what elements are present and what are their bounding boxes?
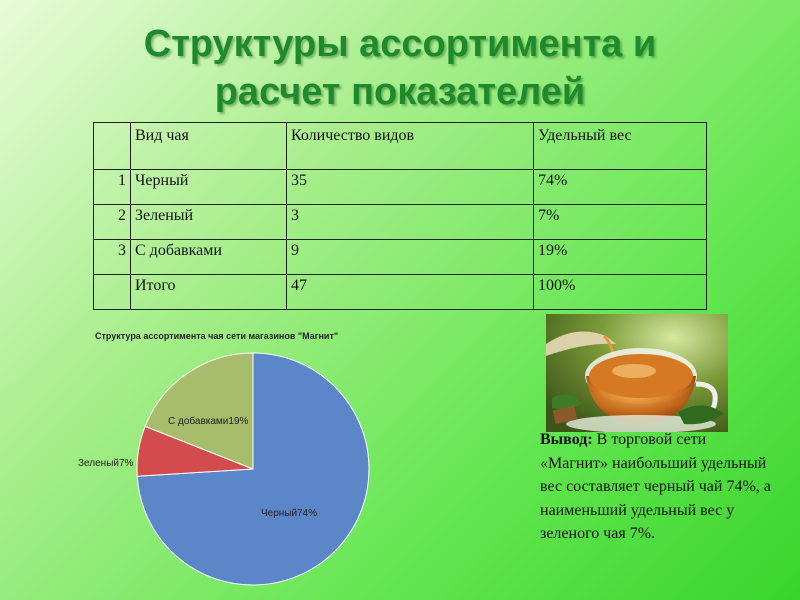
pie-slices xyxy=(136,352,370,586)
tea-type-cell: Зеленый xyxy=(130,204,287,240)
header-cell-number xyxy=(93,122,131,170)
tea-cup-image xyxy=(546,314,728,432)
table-header-row: Вид чая Количество видов Удельный вес xyxy=(93,122,707,170)
slide-title-line-1: Структуры ассортимента и xyxy=(143,23,657,65)
pie-slice-label: Зеленый7% xyxy=(78,458,134,469)
share-cell: 7% xyxy=(533,204,707,240)
header-cell-count: Количество видов xyxy=(286,122,534,170)
pie-slice-label: С добавками19% xyxy=(168,415,249,427)
share-cell: 74% xyxy=(533,169,707,205)
slide-title-line-2: расчет показателей xyxy=(214,71,586,113)
share-cell: 19% xyxy=(533,239,707,275)
tea-cup-photo xyxy=(546,314,728,432)
count-cell: 47 xyxy=(286,274,534,310)
pie-slice-label: Черный74% xyxy=(261,508,317,519)
conclusion-text: Вывод: В торговой сети «Магнит» наибольш… xyxy=(540,428,775,546)
count-cell: 3 xyxy=(286,204,534,240)
conclusion-body: В торговой сети «Магнит» наибольший удел… xyxy=(540,431,771,542)
row-number: 2 xyxy=(93,204,131,240)
tea-type-cell: С добавками xyxy=(130,239,287,275)
chart-title: Структура ассортимента чая сети магазино… xyxy=(95,331,338,341)
conclusion-lead: Вывод: xyxy=(540,431,593,448)
table-row: 2 Зеленый 3 7% xyxy=(93,204,707,240)
count-cell: 9 xyxy=(286,239,534,275)
pie-slice-labels: Черный74% Зеленый7% С добавками19% xyxy=(78,415,317,519)
assortment-pie-chart: Структура ассортимента чая сети магазино… xyxy=(78,331,370,586)
row-number: 1 xyxy=(93,169,131,205)
pie-slice-3 xyxy=(144,352,254,470)
row-number xyxy=(93,274,131,310)
header-cell-share: Удельный вес xyxy=(533,122,707,170)
assortment-table: Вид чая Количество видов Удельный вес 1 … xyxy=(93,122,707,310)
share-cell: 100% xyxy=(533,274,707,310)
row-number: 3 xyxy=(93,239,131,275)
slide-title: Структуры ассортимента и расчет показате… xyxy=(0,20,800,116)
table-row: 3 С добавками 9 19% xyxy=(93,239,707,275)
count-cell: 35 xyxy=(286,169,534,205)
header-cell-tea-type: Вид чая xyxy=(130,122,287,170)
tea-type-cell: Черный xyxy=(130,169,287,205)
table-row: 1 Черный 35 74% xyxy=(93,169,707,205)
table-total-row: Итого 47 100% xyxy=(93,274,707,310)
tea-type-cell: Итого xyxy=(130,274,287,310)
